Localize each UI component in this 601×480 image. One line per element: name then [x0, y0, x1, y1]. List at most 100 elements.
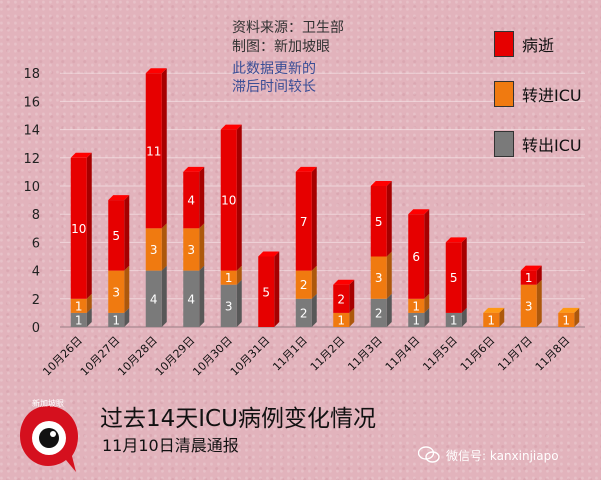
bar-side: [461, 237, 467, 313]
bar-segment: [295, 270, 312, 299]
bar-segment: [295, 298, 312, 327]
logo-text: 新加坡眼: [32, 399, 64, 408]
bar-value-label: 3: [375, 271, 383, 285]
legend-item-out-icu: 转出ICU: [494, 131, 582, 157]
bar-top: [558, 307, 580, 313]
bar-side: [236, 124, 242, 271]
bar-value-label: 5: [450, 271, 458, 285]
bar-segment: [520, 284, 537, 327]
bar-top: [70, 152, 92, 158]
bar-value-label: 5: [262, 285, 270, 299]
bar-value-label: 2: [337, 292, 345, 306]
bar-side: [311, 265, 317, 299]
bar-top: [258, 251, 280, 257]
bar-side: [311, 166, 317, 271]
legend-swatch-death: [494, 31, 514, 57]
bar-segment: [295, 171, 312, 271]
bar-value-label: 3: [150, 243, 158, 257]
wechat-id: 微信号: kanxinjiapo: [418, 446, 559, 464]
bar-top: [483, 307, 505, 313]
y-tick-label: 6: [32, 236, 40, 251]
bar-segment: [220, 129, 237, 271]
y-tick-label: 0: [32, 321, 40, 336]
bar-segment: [333, 312, 350, 327]
y-tick-label: 2: [32, 293, 40, 308]
bar-value-label: 1: [562, 313, 570, 327]
bar-segment: [558, 312, 575, 327]
bar-top: [333, 279, 355, 285]
bar-value-label: 10: [221, 194, 236, 208]
chart-title: 过去14天ICU病例变化情况: [100, 406, 376, 432]
bar-segment: [183, 270, 200, 327]
x-tick-label: 10月28日: [115, 334, 160, 379]
bar-value-label: 5: [112, 229, 120, 243]
bar-value-label: 1: [75, 299, 83, 313]
y-tick-label: 18: [23, 67, 40, 82]
bar-top: [445, 237, 467, 243]
bar-segment: [108, 312, 125, 327]
bar-segment: [408, 312, 425, 327]
legend-label-into-icu: 转进ICU: [522, 86, 582, 105]
bar-side: [124, 195, 130, 271]
bar-segment: [258, 256, 275, 327]
update-lag-note-line2: 滞后时间较长: [232, 79, 316, 95]
bar-value-label: 6: [412, 250, 420, 264]
bar-side: [199, 265, 205, 327]
bar-side: [274, 251, 280, 327]
y-tick-label: 8: [32, 208, 40, 223]
bar-segment: [145, 228, 162, 271]
bar-value-label: 3: [225, 299, 233, 313]
x-tick-label: 10月31日: [228, 334, 273, 379]
bar-value-label: 3: [187, 243, 195, 257]
bar-value-label: 1: [412, 313, 420, 327]
bar-side: [236, 265, 242, 285]
bar-value-label: 11: [146, 144, 161, 158]
bar-side: [424, 307, 430, 327]
bar-side: [424, 209, 430, 299]
bar-segment: [370, 186, 387, 257]
y-tick-label: 14: [23, 124, 40, 139]
bar-segment: [408, 298, 425, 313]
bar-top: [220, 124, 242, 130]
bar-value-label: 4: [150, 292, 158, 306]
bar-side: [86, 152, 92, 299]
x-tick-label: 11月6日: [458, 334, 498, 374]
bar-side: [499, 307, 505, 327]
bar-side: [536, 279, 542, 327]
legend-label-death: 病逝: [522, 36, 555, 55]
chart-subtitle: 11月10日清晨通报: [102, 436, 239, 455]
bar-value-label: 1: [450, 313, 458, 327]
bar-side: [424, 293, 430, 313]
logo-icon: [20, 406, 78, 472]
bar-value-label: 7: [300, 215, 308, 229]
bar-top: [370, 181, 392, 186]
bar-segment: [183, 228, 200, 271]
x-tick-label: 11月8日: [533, 334, 573, 374]
bar-value-label: 2: [300, 306, 308, 320]
bar-segment: [108, 200, 125, 271]
bar-top: [108, 195, 130, 201]
bar-value-label: 1: [487, 313, 495, 327]
bar-segment: [445, 312, 462, 327]
bar-side: [386, 181, 392, 257]
bar-side: [236, 279, 242, 327]
x-tick-label: 11月2日: [308, 334, 348, 374]
bar-value-label: 3: [112, 285, 120, 299]
bar-side: [124, 307, 130, 327]
bar-top: [295, 166, 317, 172]
bar-top: [183, 166, 205, 172]
bar-value-label: 5: [375, 215, 383, 229]
bar-side: [86, 293, 92, 313]
bar-value-label: 1: [112, 313, 120, 327]
bar-segment: [370, 256, 387, 299]
legend-swatch-into-icu: [494, 81, 514, 107]
wechat-icon: [418, 446, 440, 463]
bar-segment: [70, 298, 87, 313]
legend-item-death: 病逝: [494, 31, 554, 57]
y-tick-label: 4: [32, 265, 40, 280]
y-tick-label: 16: [23, 95, 40, 110]
bar-side: [161, 68, 167, 229]
bar-value-label: 10: [71, 222, 86, 236]
bar-segment: [333, 284, 350, 313]
bar-side: [161, 265, 167, 327]
